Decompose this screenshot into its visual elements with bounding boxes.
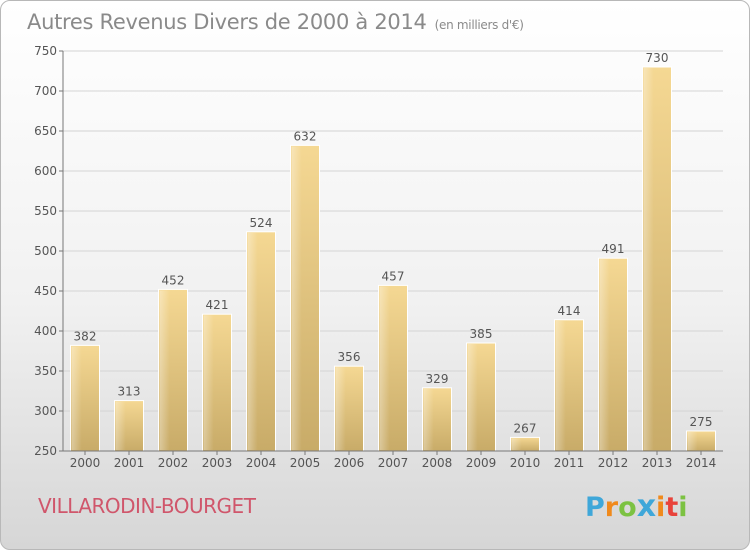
data-label: 632 (294, 129, 317, 143)
logo-letter: i (656, 492, 666, 523)
data-label: 452 (162, 273, 185, 287)
x-tick-label: 2005 (290, 456, 321, 470)
place-name: VILLARODIN-BOURGET (38, 494, 256, 518)
logo-letter: P (585, 492, 605, 523)
axis-layer: 250 300 350 400 450 500 550 600 650 700 750 2000 200… (34, 44, 723, 470)
bar-highlight (115, 401, 126, 450)
bar-highlight (643, 68, 654, 450)
x-tick-label: 2002 (158, 456, 189, 470)
y-tick-label: 450 (34, 284, 57, 298)
y-tick-label: 250 (34, 444, 57, 458)
bar-highlight (687, 432, 698, 450)
x-tick-label: 2011 (554, 456, 585, 470)
data-label: 385 (470, 327, 493, 341)
x-tick-label: 2013 (642, 456, 673, 470)
proxiti-logo: Proxiti (585, 489, 688, 524)
y-tick-label: 300 (34, 404, 57, 418)
x-tick-label: 2004 (246, 456, 277, 470)
bar-highlight (247, 232, 258, 450)
x-tick-label: 2014 (686, 456, 717, 470)
chart-title-text: Autres Revenus Divers de 2000 à 2014 (27, 10, 427, 34)
data-label: 382 (74, 329, 97, 343)
bar-highlight (335, 367, 346, 450)
bar-highlight (423, 388, 434, 450)
y-tick-label: 550 (34, 204, 57, 218)
y-tick-label: 650 (34, 124, 57, 138)
bar-highlight (71, 346, 82, 450)
chart-title: Autres Revenus Divers de 2000 à 2014 (en … (27, 10, 524, 34)
bar-highlight (379, 286, 390, 450)
x-tick-label: 2006 (334, 456, 365, 470)
x-tick-label: 2000 (70, 456, 101, 470)
bar-highlight (291, 146, 302, 450)
bar-highlight (467, 344, 478, 450)
bar-layer: 382 313 452 421 524 632 356 457 329 385 267 414 491 7… (70, 51, 716, 452)
x-tick-label: 2012 (598, 456, 629, 470)
y-tick-label: 700 (34, 84, 57, 98)
data-label: 356 (338, 350, 361, 364)
data-label: 313 (118, 385, 141, 399)
data-label: 414 (558, 304, 581, 318)
logo-letter: t (665, 492, 679, 523)
data-label: 275 (690, 415, 713, 429)
y-tick-label: 350 (34, 364, 57, 378)
logo-letter: o (618, 492, 637, 523)
y-tick-label: 400 (34, 324, 57, 338)
logo-letter: r (604, 492, 619, 523)
y-tick-label: 600 (34, 164, 57, 178)
y-tick-label: 750 (34, 44, 57, 58)
data-label: 730 (646, 51, 669, 65)
x-tick-label: 2009 (466, 456, 497, 470)
data-label: 524 (250, 216, 273, 230)
data-label: 457 (382, 269, 405, 283)
data-label: 421 (206, 298, 229, 312)
x-tick-label: 2001 (114, 456, 145, 470)
logo-letter: x (636, 489, 657, 524)
x-tick-label: 2003 (202, 456, 233, 470)
logo-letter: i (678, 492, 688, 523)
bar-highlight (511, 438, 522, 450)
bar-highlight (599, 259, 610, 450)
bar-highlight (203, 315, 214, 450)
x-tick-label: 2007 (378, 456, 409, 470)
data-label: 329 (426, 372, 449, 386)
chart-unit: (en milliers d'€) (434, 18, 524, 32)
y-tick-label: 500 (34, 244, 57, 258)
bar-highlight (159, 290, 170, 450)
x-tick-label: 2010 (510, 456, 541, 470)
data-label: 267 (514, 421, 537, 435)
x-tick-label: 2008 (422, 456, 453, 470)
data-label: 491 (602, 242, 625, 256)
bar-highlight (555, 320, 566, 450)
